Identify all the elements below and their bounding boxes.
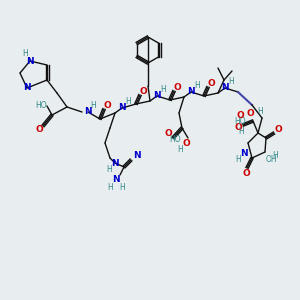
Text: N: N <box>26 56 34 65</box>
Text: N: N <box>133 151 141 160</box>
Text: OH: OH <box>265 154 277 164</box>
Text: H: H <box>90 100 96 109</box>
Text: H: H <box>125 97 131 106</box>
Text: N: N <box>118 103 126 112</box>
Text: H: H <box>235 155 241 164</box>
Text: H: H <box>106 166 112 175</box>
Text: H: H <box>194 80 200 89</box>
Text: N: N <box>240 148 248 158</box>
Text: HO: HO <box>234 116 246 125</box>
Text: O: O <box>274 125 282 134</box>
Text: N: N <box>84 107 92 116</box>
Text: O: O <box>164 128 172 137</box>
Text: O: O <box>207 79 215 88</box>
Text: O: O <box>246 109 254 118</box>
Text: H: H <box>272 151 278 160</box>
Text: H: H <box>160 85 166 94</box>
Text: N: N <box>221 83 229 92</box>
Text: N: N <box>111 158 119 167</box>
Text: O: O <box>242 169 250 178</box>
Text: O: O <box>173 82 181 91</box>
Text: O: O <box>35 124 43 134</box>
Text: O: O <box>182 139 190 148</box>
Text: O: O <box>236 110 244 119</box>
Text: HO: HO <box>169 134 181 143</box>
Text: H: H <box>177 146 183 154</box>
Text: O: O <box>234 124 242 133</box>
Text: O: O <box>139 86 147 95</box>
Text: O: O <box>103 101 111 110</box>
Text: N: N <box>112 176 120 184</box>
Text: H: H <box>228 76 234 85</box>
Text: H: H <box>119 182 125 191</box>
Text: H: H <box>257 106 263 116</box>
Text: H: H <box>238 127 244 136</box>
Text: H: H <box>107 182 113 191</box>
Text: H: H <box>22 50 28 58</box>
Text: N: N <box>23 83 31 92</box>
Text: HO: HO <box>35 100 47 109</box>
Text: N: N <box>153 92 161 100</box>
Text: N: N <box>187 88 195 97</box>
